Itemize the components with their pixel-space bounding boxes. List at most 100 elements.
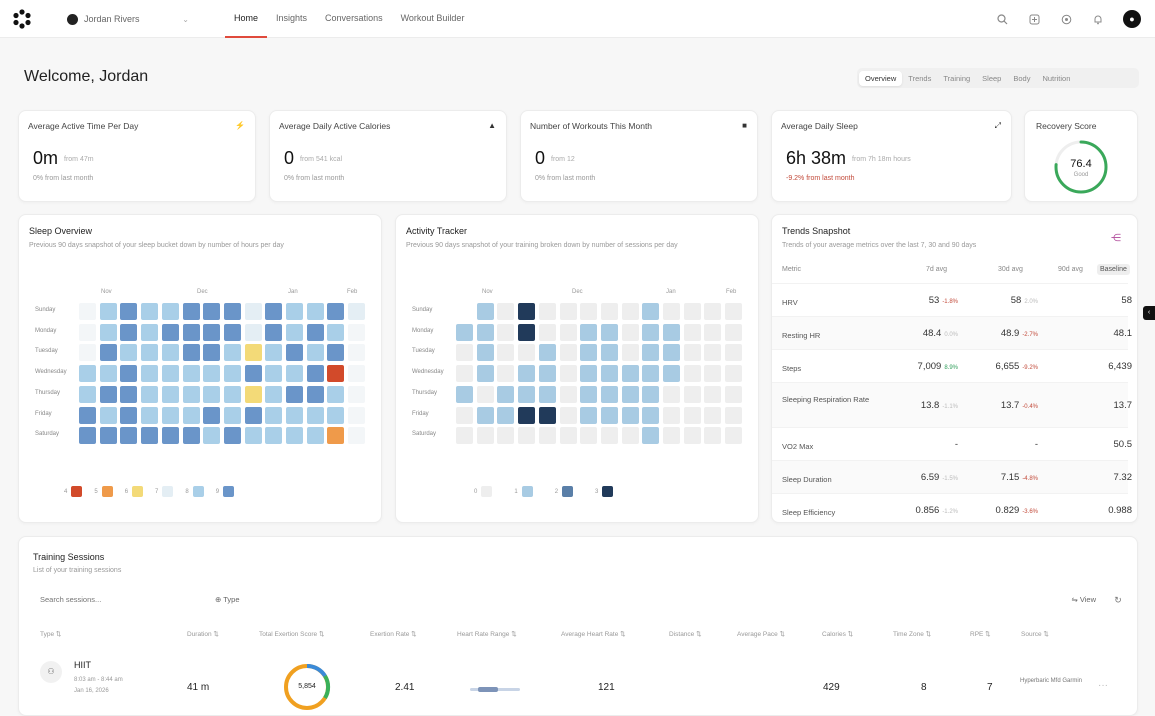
time-zone: 8 [921, 682, 927, 693]
day-label: Thursday [35, 389, 61, 396]
heatmap-cell [600, 323, 618, 341]
stat-delta: -9.2% from last month [786, 175, 855, 182]
heatmap-cell [141, 427, 159, 445]
trend-row: Sleeping Respiration Rate 13.8 -1.1% 13.7 -0… [772, 382, 1132, 427]
heatmap-cell [306, 365, 324, 383]
heatmap-cell [120, 323, 138, 341]
table-column-header[interactable]: Type ⇅ [40, 631, 62, 638]
heatmap-cell [348, 427, 366, 445]
heatmap-cell [286, 385, 303, 403]
add-icon[interactable] [1027, 12, 1041, 26]
session-search-input[interactable] [34, 590, 198, 609]
heatmap-cell [348, 344, 366, 362]
heatmap-cell [99, 427, 117, 445]
nav-insights[interactable]: Insights [276, 13, 308, 23]
heatmap-cell [306, 344, 324, 362]
account-switcher[interactable]: Jordan Rivers ⌄ [60, 9, 196, 29]
trend-metric-name: VO2 Max [782, 442, 814, 451]
table-column-header[interactable]: Exertion Rate ⇅ [370, 631, 417, 638]
type-filter-button[interactable]: ⊕ Type [215, 595, 240, 604]
day-label: Friday [412, 410, 429, 417]
table-column-header[interactable]: Average Heart Rate ⇅ [561, 631, 626, 638]
heatmap-cell [580, 303, 598, 320]
heatmap-cell [621, 385, 639, 403]
stat-value: 0m [33, 148, 59, 168]
notification-icon[interactable] [1091, 12, 1105, 26]
stat-sub: from 47m [64, 155, 94, 163]
table-column-header[interactable]: Heart Rate Range ⇅ [457, 631, 517, 638]
table-column-header[interactable]: Distance ⇅ [669, 631, 702, 638]
trend-90d: 7.32 [1113, 472, 1133, 483]
user-avatar[interactable]: ● [1123, 10, 1141, 28]
flame-icon: ▲ [488, 121, 496, 130]
more-options-icon[interactable]: ··· [1098, 680, 1108, 691]
heatmap-cell [704, 365, 722, 383]
heatmap-cell [704, 406, 722, 424]
trend-30d-delta: -9.2% [1022, 365, 1038, 371]
stat-card-active-time[interactable]: Average Active Time Per Day ⚡ 0m from 47m… [18, 110, 256, 202]
heatmap-cell [161, 344, 179, 362]
heatmap-cell [265, 385, 283, 403]
stat-card-workouts[interactable]: Number of Workouts This Month ■ 0 from 12… [520, 110, 758, 202]
heatmap-cell [223, 303, 241, 320]
app-logo-icon[interactable] [12, 9, 32, 29]
baseline-toggle[interactable]: Baseline [1097, 264, 1130, 275]
trends-desc: Trends of your average metrics over the … [782, 242, 977, 249]
heatmap-cell [663, 344, 680, 362]
heatmap-cell [518, 427, 536, 445]
heatmap-cell [223, 323, 241, 341]
tab-sleep[interactable]: Sleep [982, 73, 1002, 83]
heatmap-cell [704, 385, 722, 403]
legend-swatch [223, 486, 235, 497]
view-button[interactable]: ⇋ View [1064, 590, 1103, 609]
heatmap-cell [642, 365, 660, 383]
refresh-icon[interactable]: ↻ [1114, 595, 1122, 605]
table-column-header[interactable]: Duration ⇅ [187, 631, 219, 638]
tab-body[interactable]: Body [1013, 73, 1031, 83]
stat-card-sleep[interactable]: Average Daily Sleep ⤢ 6h 38m from 7h 18m … [771, 110, 1012, 202]
search-icon[interactable] [995, 12, 1009, 26]
nav-home[interactable]: Home [225, 0, 268, 38]
heatmap-cell [99, 303, 117, 320]
day-label: Monday [412, 327, 434, 334]
trend-30d: 58 2.0% [1010, 295, 1038, 306]
stat-card-active-calories[interactable]: Average Daily Active Calories ▲ 0 from 54… [269, 110, 507, 202]
page-title: Welcome, Jordan [24, 68, 149, 85]
heatmap-cell [244, 427, 262, 445]
heatmap-cell [327, 303, 345, 320]
table-column-header[interactable]: RPE ⇅ [970, 631, 991, 638]
heatmap-cell [621, 406, 639, 424]
heatmap-cell [476, 385, 494, 403]
tab-trends[interactable]: Trends [908, 73, 932, 83]
table-column-header[interactable]: Calories ⇅ [822, 631, 854, 638]
tab-nutrition[interactable]: Nutrition [1042, 73, 1071, 83]
tab-overview[interactable]: Overview [859, 70, 903, 86]
recovery-score-card[interactable]: Recovery Score 76.4 Good [1024, 110, 1138, 202]
heatmap-cell [559, 385, 577, 403]
heatmap-cell [683, 323, 701, 341]
trend-90d: 48.1 [1113, 328, 1133, 339]
recovery-value: 76.4 [1070, 158, 1092, 170]
table-column-header[interactable]: Total Exertion Score ⇅ [259, 631, 325, 638]
legend-swatch [101, 486, 113, 497]
table-column-header[interactable]: Average Pace ⇅ [737, 631, 785, 638]
heatmap-cell [497, 385, 515, 403]
side-panel-toggle-icon[interactable]: ‹ [1143, 306, 1155, 320]
session-time: 8:03 am - 8:44 am [74, 677, 123, 683]
nav-workout-builder[interactable]: Workout Builder [400, 13, 465, 23]
table-column-header[interactable]: Source ⇅ [1021, 631, 1049, 638]
nav-conversations[interactable]: Conversations [325, 13, 383, 23]
heatmap-cell [518, 406, 536, 424]
heatmap-cell [223, 427, 241, 445]
share-icon[interactable]: ⋲ [1111, 233, 1121, 244]
recovery-label: Recovery Score [1036, 121, 1097, 131]
trend-7d: 48.4 0.0% [922, 328, 958, 339]
heatmap-cell [141, 365, 159, 383]
settings-icon[interactable] [1059, 12, 1073, 26]
table-column-header[interactable]: Time Zone ⇅ [893, 631, 932, 638]
trend-row: Sleep Duration 6.59 -1.5% 7.15 -4.8% 7.32 [772, 460, 1132, 493]
tab-training[interactable]: Training [943, 73, 971, 83]
heatmap-cell [182, 427, 200, 445]
day-label: Monday [35, 327, 57, 334]
heatmap-cell [663, 385, 680, 403]
